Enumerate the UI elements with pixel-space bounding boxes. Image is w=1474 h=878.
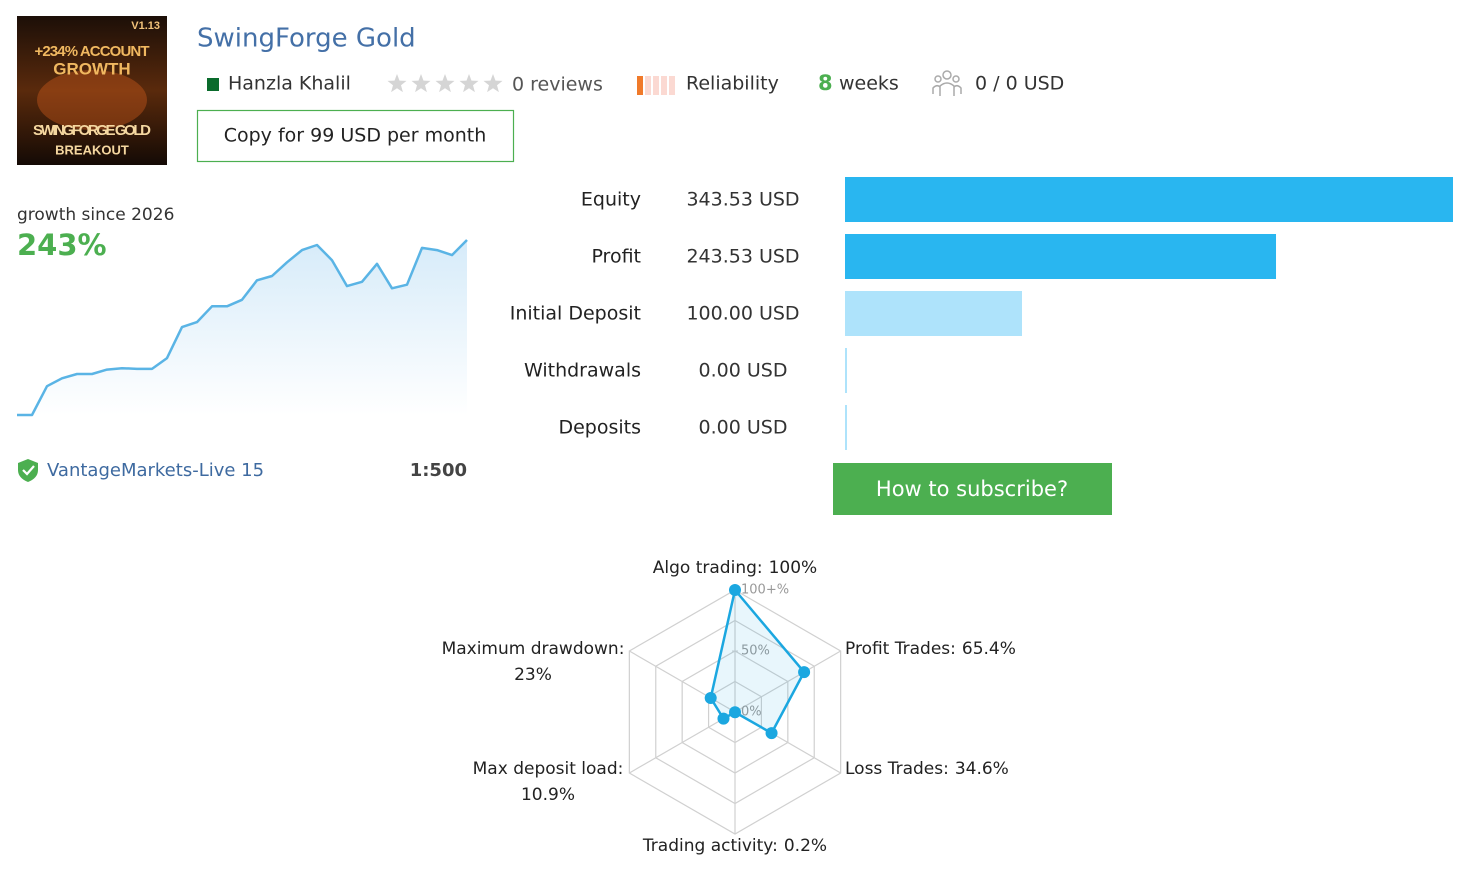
subscribe-button-label[interactable]: How to subscribe? — [876, 477, 1068, 501]
radar-axis-value: 100% — [769, 558, 818, 578]
radar-axis-value: 10.9% — [521, 785, 575, 805]
radar-axis-name: Maximum drawdown: — [442, 639, 625, 659]
balance-bar — [845, 234, 1277, 279]
copy-button[interactable] — [196, 109, 515, 163]
radar-chart: 0% 50% 100+% Algo trading: 100% Profit Trades… — [442, 558, 1016, 856]
growth-label: growth since 2026 — [17, 205, 174, 225]
radar-point — [765, 727, 778, 740]
growth-sparkline — [17, 239, 468, 417]
balance-label: Withdrawals — [524, 360, 641, 382]
radar-axis-name: Trading activity: — [642, 836, 778, 856]
balance-label: Equity — [581, 189, 641, 211]
person — [932, 84, 962, 94]
reliability-bar — [637, 76, 643, 95]
radar-axis-value: 65.4% — [962, 639, 1016, 659]
radar-axis-name: Loss Trades: — [845, 759, 949, 779]
balance-value: 243.53 USD — [686, 246, 799, 268]
person — [942, 70, 952, 80]
person — [934, 75, 942, 83]
growth-area — [17, 240, 467, 415]
copy-button-label[interactable]: Copy for 99 USD per month — [224, 125, 487, 147]
balance-bars: Equity 343.53 USD Profit 243.53 USD Initial … — [510, 177, 1453, 450]
reliability-bar — [661, 76, 667, 95]
subscribe-button[interactable] — [833, 463, 1112, 515]
radar-axis-name: Max deposit load: — [473, 759, 624, 779]
radar-axis-name: Algo trading: — [653, 558, 763, 578]
thumb-text: SWINGFORGE GOLD — [33, 122, 151, 139]
growth-line — [17, 239, 468, 417]
reliability-bar — [653, 76, 659, 95]
balance-value: 343.53 USD — [686, 189, 799, 211]
star — [387, 74, 407, 93]
verified-icon — [18, 459, 38, 482]
weeks-label: weeks — [839, 73, 899, 95]
star — [435, 74, 455, 93]
balance-label: Profit — [591, 246, 641, 268]
leverage: 1:500 — [410, 460, 467, 481]
radar-axis-label: Maximum drawdown: 23% — [442, 639, 625, 685]
reliability-icon — [637, 76, 675, 95]
balance-bar — [845, 291, 1022, 336]
radar-tick-label: 100+% — [741, 583, 789, 598]
reliability: Reliability — [686, 73, 779, 95]
balance-value: 0.00 USD — [699, 360, 788, 382]
radar-axis-value: 34.6% — [955, 759, 1009, 779]
reliability-bar — [669, 76, 675, 95]
radar-point — [729, 584, 741, 596]
growth-value: 243% — [17, 228, 107, 262]
balance-bar — [845, 177, 1453, 222]
thumb-version: V1.13 — [131, 20, 160, 32]
thumb-text: +234% ACCOUNT — [35, 43, 150, 60]
radar-point — [704, 691, 717, 704]
star — [459, 74, 479, 93]
reliability-bar — [645, 76, 651, 95]
radar-axis-name: Profit Trades: — [845, 639, 956, 659]
radar-axis-label: Trading activity: 0.2% — [642, 836, 827, 856]
person — [952, 75, 960, 83]
radar-axis-label: Profit Trades: 65.4% — [845, 639, 1016, 659]
radar-point — [717, 712, 730, 725]
flag-stripe — [203, 78, 207, 91]
star — [483, 74, 503, 93]
thumb-text: GROWTH — [53, 59, 130, 78]
radar-point — [729, 706, 741, 719]
balance-label: Deposits — [558, 417, 641, 439]
balance-bar — [845, 405, 847, 450]
subscribers: 0 / 0 USD — [975, 73, 1064, 95]
radar-point — [798, 666, 811, 679]
rating-stars — [387, 74, 503, 93]
radar-axis-label: Max deposit load: 10.9% — [473, 759, 624, 805]
balance-bar — [845, 348, 847, 393]
radar-spoke — [629, 650, 736, 713]
thumbnail-glow — [37, 70, 147, 130]
thumb-text: BREAKOUT — [55, 142, 129, 157]
broker[interactable]: VantageMarkets-Live 15 — [47, 460, 264, 481]
balance-value: 0.00 USD — [699, 417, 788, 439]
radar-axis-value: 0.2% — [784, 836, 827, 856]
radar-tick-label: 50% — [741, 644, 770, 659]
person — [939, 82, 955, 96]
radar-axis-label: Loss Trades: 34.6% — [845, 759, 1009, 779]
radar-axis-value: 23% — [514, 665, 552, 685]
radar-area — [709, 588, 806, 735]
balance-value: 100.00 USD — [686, 303, 799, 325]
signal-title[interactable]: SwingForge Gold — [197, 24, 416, 54]
thumbnail — [17, 16, 167, 165]
radar-spoke — [734, 650, 841, 713]
author[interactable]: Hanzla Khalil — [228, 73, 351, 95]
weeks-count: 8 — [818, 71, 833, 95]
balance-label: Initial Deposit — [510, 303, 641, 325]
verified-check — [22, 465, 35, 476]
radar-tick-label: 0% — [741, 705, 762, 720]
subscribers-icon — [932, 70, 962, 96]
radar-spoke — [629, 711, 736, 774]
star — [411, 74, 431, 93]
reviews[interactable]: 0 reviews — [512, 74, 603, 96]
radar-axis-label: Algo trading: 100% — [653, 558, 817, 578]
